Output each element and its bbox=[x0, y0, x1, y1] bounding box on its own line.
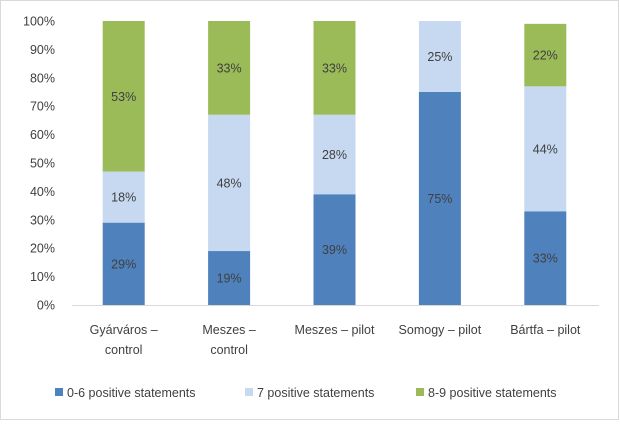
x-tick-label: Somogy – pilot bbox=[399, 323, 482, 337]
x-tick-label: Bártfa – pilot bbox=[510, 323, 581, 337]
x-tick-label: control bbox=[210, 343, 248, 357]
y-tick-label: 90% bbox=[30, 43, 55, 57]
data-label: 33% bbox=[217, 61, 242, 75]
y-tick-label: 60% bbox=[30, 128, 55, 142]
legend-swatch bbox=[55, 388, 63, 396]
bar-segment bbox=[208, 21, 251, 115]
data-label: 44% bbox=[533, 142, 558, 156]
x-tick-label: Meszes – pilot bbox=[295, 323, 375, 337]
y-tick-label: 40% bbox=[30, 185, 55, 199]
data-label: 33% bbox=[322, 61, 347, 75]
data-label: 29% bbox=[111, 257, 136, 271]
legend-swatch bbox=[245, 388, 253, 396]
data-label: 18% bbox=[111, 191, 136, 205]
data-label: 19% bbox=[217, 272, 242, 286]
bar-segment bbox=[313, 194, 356, 305]
bar-segment bbox=[208, 251, 251, 305]
data-label: 53% bbox=[111, 90, 136, 104]
bar-segment bbox=[208, 114, 251, 252]
x-tick-label: control bbox=[105, 343, 143, 357]
data-label: 33% bbox=[533, 252, 558, 266]
data-label: 28% bbox=[322, 148, 347, 162]
bar-segment bbox=[524, 23, 567, 87]
bar-segment bbox=[418, 92, 461, 305]
data-label: 22% bbox=[533, 49, 558, 63]
x-tick-label: Gyárváros – bbox=[90, 323, 158, 337]
legend-label: 8-9 positive statements bbox=[428, 386, 557, 400]
y-tick-label: 10% bbox=[30, 270, 55, 284]
legend-label: 0-6 positive statements bbox=[67, 386, 196, 400]
data-label: 75% bbox=[427, 192, 452, 206]
y-tick-label: 20% bbox=[30, 242, 55, 256]
bar-segment bbox=[524, 86, 567, 212]
x-tick-label: Meszes – bbox=[202, 323, 256, 337]
data-label: 25% bbox=[427, 50, 452, 64]
bar-segment bbox=[102, 171, 145, 223]
bar-segment bbox=[102, 222, 145, 305]
bar-segment bbox=[313, 114, 356, 195]
bar-segment bbox=[524, 211, 567, 305]
y-tick-label: 50% bbox=[30, 157, 55, 171]
data-label: 48% bbox=[217, 176, 242, 190]
bar-segment bbox=[102, 21, 145, 172]
y-tick-label: 80% bbox=[30, 71, 55, 85]
y-tick-label: 70% bbox=[30, 100, 55, 114]
bar-segment bbox=[418, 21, 461, 92]
y-tick-label: 100% bbox=[23, 15, 55, 29]
y-tick-label: 0% bbox=[37, 299, 55, 313]
y-tick-label: 30% bbox=[30, 213, 55, 227]
legend-swatch bbox=[416, 388, 424, 396]
bar-segment bbox=[313, 21, 356, 115]
data-label: 39% bbox=[322, 243, 347, 257]
legend-label: 7 positive statements bbox=[257, 386, 374, 400]
